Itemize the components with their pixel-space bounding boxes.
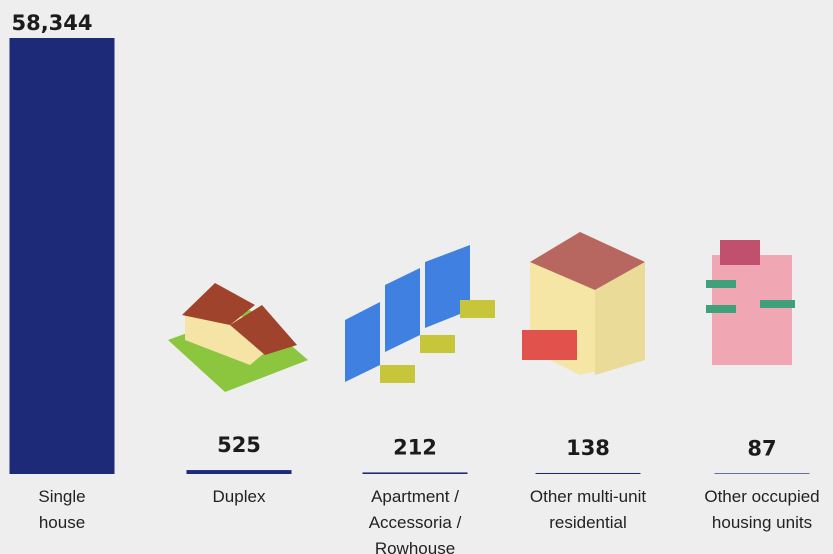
category-label: Single house [38,487,86,532]
bar [362,472,468,474]
value-label: 138 [566,436,610,460]
housing-unit-icon [706,240,795,365]
category-label: Other multi-unit residential [529,487,647,532]
category-label: Other occupied housing units [704,487,820,532]
value-label: 87 [747,436,776,460]
value-label: 58,344 [11,11,92,35]
apartment-icon [345,245,495,383]
bar [535,472,641,474]
value-label: 525 [217,433,261,457]
duplex-icon [168,283,308,392]
multi-unit-icon [522,232,645,375]
category-label: Apartment / Accessoria / Rowhouse [368,487,462,554]
category-label: Duplex [212,487,266,506]
bar [186,470,292,474]
bar [9,38,115,474]
bar [714,473,810,474]
value-label: 212 [393,435,437,459]
